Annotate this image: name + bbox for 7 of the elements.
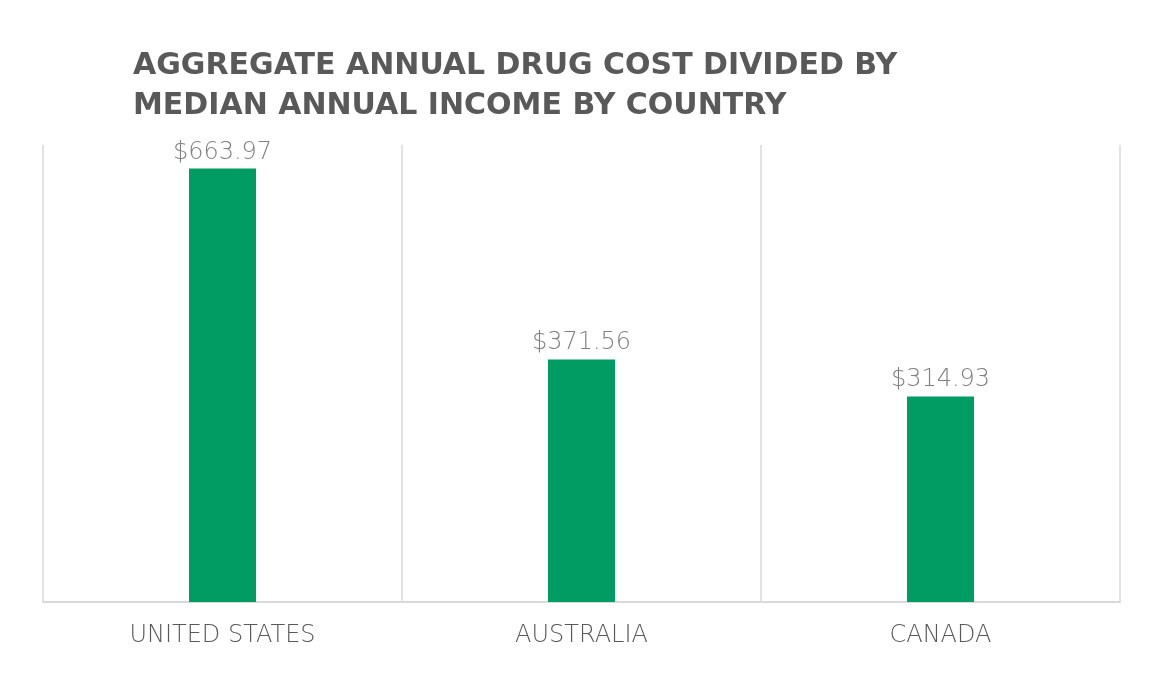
- x-tick-label: CANADA: [889, 620, 992, 648]
- data-label: $663.97: [172, 136, 273, 165]
- x-tick-label: AUSTRALIA: [515, 620, 648, 648]
- x-tick-label: UNITED STATES: [129, 620, 316, 648]
- data-label: $314.93: [890, 364, 991, 393]
- chart-title: AGGREGATE ANNUAL DRUG COST DIVIDED BY MEDIAN ANNUAL INCOME BY COUNTRY: [133, 45, 908, 121]
- data-label: $371.56: [531, 327, 632, 356]
